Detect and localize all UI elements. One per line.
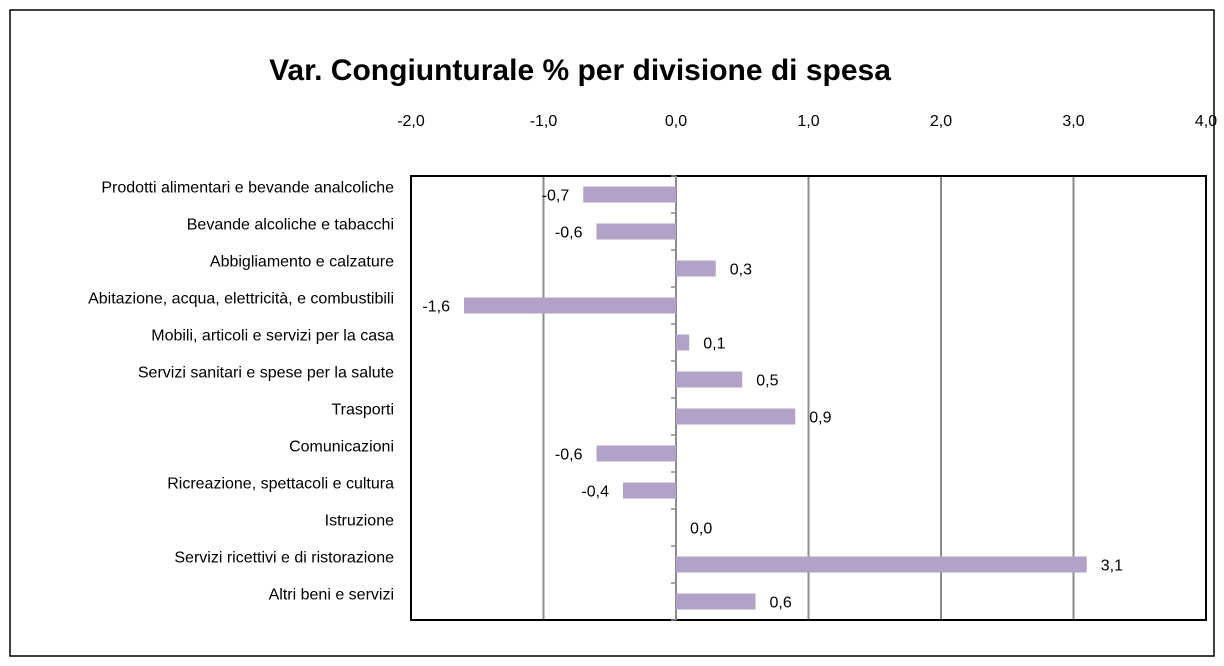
y-tick-label: Comunicazioni xyxy=(289,439,394,456)
y-tick-label: Mobili, articoli e servizi per la casa xyxy=(151,328,394,345)
data-label: 3,1 xyxy=(1101,558,1123,575)
bar xyxy=(676,371,743,388)
y-tick-label: Ricreazione, spettacoli e cultura xyxy=(167,476,394,493)
x-tick-label: 0,0 xyxy=(665,113,687,130)
data-label: -0,6 xyxy=(555,447,583,464)
x-tick-label: 3,0 xyxy=(1062,113,1084,130)
x-tick-label: -1,0 xyxy=(530,113,558,130)
bar xyxy=(676,556,1087,573)
data-label: 0,1 xyxy=(703,336,725,353)
y-tick-label: Trasporti xyxy=(331,402,394,419)
data-label: 0,9 xyxy=(809,410,831,427)
y-tick-label: Prodotti alimentari e bevande analcolich… xyxy=(101,180,394,197)
chart-title: Var. Congiunturale % per divisione di sp… xyxy=(269,54,891,87)
bar xyxy=(676,408,796,425)
y-tick-label: Abitazione, acqua, elettricità, e combus… xyxy=(88,291,394,308)
y-tick-label: Servizi sanitari e spese per la salute xyxy=(138,365,394,382)
bar xyxy=(676,593,756,610)
data-label: 0,3 xyxy=(730,262,752,279)
x-tick-label: 1,0 xyxy=(797,113,819,130)
y-tick-label: Istruzione xyxy=(325,513,394,530)
bar xyxy=(464,297,676,314)
y-tick-label: Abbigliamento e calzature xyxy=(210,254,394,271)
bar xyxy=(676,260,716,277)
y-tick-label: Altri beni e servizi xyxy=(269,587,394,604)
data-label: -0,6 xyxy=(555,225,583,242)
bar xyxy=(623,482,676,499)
bar xyxy=(583,186,676,203)
data-label: 0,6 xyxy=(770,595,792,612)
data-label: -1,6 xyxy=(422,299,450,316)
x-tick-label: 2,0 xyxy=(930,113,952,130)
data-label: -0,4 xyxy=(581,484,609,501)
chart-frame xyxy=(9,9,1215,657)
y-tick-label: Bevande alcoliche e tabacchi xyxy=(187,217,394,234)
bar xyxy=(676,334,690,351)
data-label: 0,0 xyxy=(690,521,712,538)
plot-border xyxy=(410,175,1207,621)
x-tick-label: 4,0 xyxy=(1195,113,1217,130)
bar xyxy=(596,445,676,462)
data-label: 0,5 xyxy=(756,373,778,390)
data-label: -0,7 xyxy=(542,188,570,205)
x-tick-label: -2,0 xyxy=(397,113,425,130)
y-tick-label: Servizi ricettivi e di ristorazione xyxy=(174,550,394,567)
bar xyxy=(596,223,676,240)
